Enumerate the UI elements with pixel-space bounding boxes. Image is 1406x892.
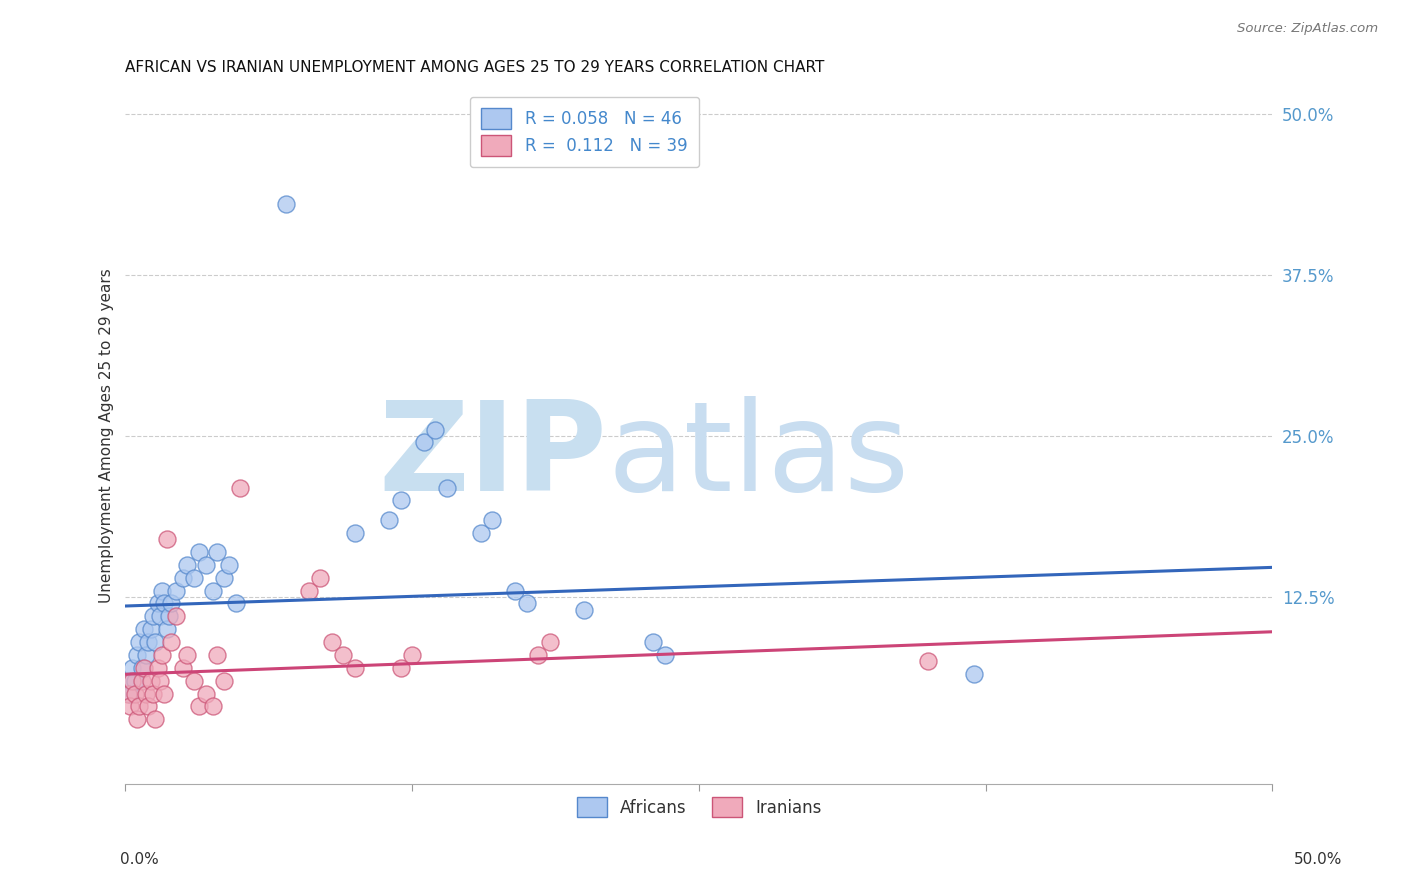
Point	[149, 609, 172, 624]
Point	[225, 596, 247, 610]
Point	[917, 654, 939, 668]
Point	[205, 545, 228, 559]
Point	[470, 525, 492, 540]
Point	[165, 609, 187, 624]
Point	[132, 622, 155, 636]
Point	[146, 596, 169, 610]
Point	[139, 673, 162, 688]
Point	[121, 673, 143, 688]
Text: AFRICAN VS IRANIAN UNEMPLOYMENT AMONG AGES 25 TO 29 YEARS CORRELATION CHART: AFRICAN VS IRANIAN UNEMPLOYMENT AMONG AG…	[125, 60, 825, 75]
Point	[143, 635, 166, 649]
Point	[142, 687, 165, 701]
Point	[194, 558, 217, 572]
Point	[389, 493, 412, 508]
Point	[172, 661, 194, 675]
Point	[412, 435, 434, 450]
Point	[150, 583, 173, 598]
Point	[150, 648, 173, 662]
Point	[574, 603, 596, 617]
Point	[187, 545, 209, 559]
Point	[172, 571, 194, 585]
Point	[298, 583, 321, 598]
Point	[157, 609, 180, 624]
Point	[183, 673, 205, 688]
Point	[378, 513, 401, 527]
Point	[187, 699, 209, 714]
Point	[160, 596, 183, 610]
Point	[153, 687, 176, 701]
Point	[229, 481, 252, 495]
Point	[156, 622, 179, 636]
Point	[436, 481, 458, 495]
Point	[135, 648, 157, 662]
Point	[156, 532, 179, 546]
Point	[332, 648, 354, 662]
Point	[149, 673, 172, 688]
Point	[201, 583, 224, 598]
Point	[212, 673, 235, 688]
Point	[309, 571, 332, 585]
Point	[117, 673, 139, 688]
Point	[128, 699, 150, 714]
Point	[205, 648, 228, 662]
Point	[218, 558, 240, 572]
Point	[117, 687, 139, 701]
Point	[138, 635, 160, 649]
Point	[516, 596, 538, 610]
Point	[212, 571, 235, 585]
Point	[389, 661, 412, 675]
Point	[142, 609, 165, 624]
Point	[481, 513, 503, 527]
Point	[143, 712, 166, 726]
Text: ZIP: ZIP	[378, 396, 607, 517]
Point	[165, 583, 187, 598]
Point	[527, 648, 550, 662]
Point	[401, 648, 423, 662]
Point	[131, 661, 153, 675]
Point	[120, 687, 142, 701]
Point	[423, 423, 446, 437]
Point	[641, 635, 664, 649]
Point	[120, 699, 142, 714]
Point	[654, 648, 676, 662]
Point	[321, 635, 343, 649]
Point	[505, 583, 527, 598]
Point	[135, 687, 157, 701]
Point	[183, 571, 205, 585]
Point	[153, 596, 176, 610]
Point	[132, 661, 155, 675]
Point	[201, 699, 224, 714]
Point	[160, 635, 183, 649]
Text: atlas: atlas	[607, 396, 910, 517]
Point	[128, 635, 150, 649]
Point	[139, 622, 162, 636]
Point	[963, 667, 986, 681]
Point	[176, 558, 198, 572]
Point	[538, 635, 561, 649]
Point	[176, 648, 198, 662]
Point	[131, 673, 153, 688]
Point	[125, 648, 148, 662]
Point	[343, 661, 366, 675]
Point	[138, 699, 160, 714]
Point	[125, 712, 148, 726]
Y-axis label: Unemployment Among Ages 25 to 29 years: Unemployment Among Ages 25 to 29 years	[100, 268, 114, 603]
Text: 50.0%: 50.0%	[1295, 852, 1343, 867]
Point	[194, 687, 217, 701]
Point	[121, 661, 143, 675]
Point	[124, 687, 146, 701]
Point	[274, 197, 297, 211]
Point	[146, 661, 169, 675]
Text: Source: ZipAtlas.com: Source: ZipAtlas.com	[1237, 22, 1378, 36]
Text: 0.0%: 0.0%	[120, 852, 159, 867]
Legend: Africans, Iranians: Africans, Iranians	[569, 790, 828, 824]
Point	[124, 673, 146, 688]
Point	[343, 525, 366, 540]
